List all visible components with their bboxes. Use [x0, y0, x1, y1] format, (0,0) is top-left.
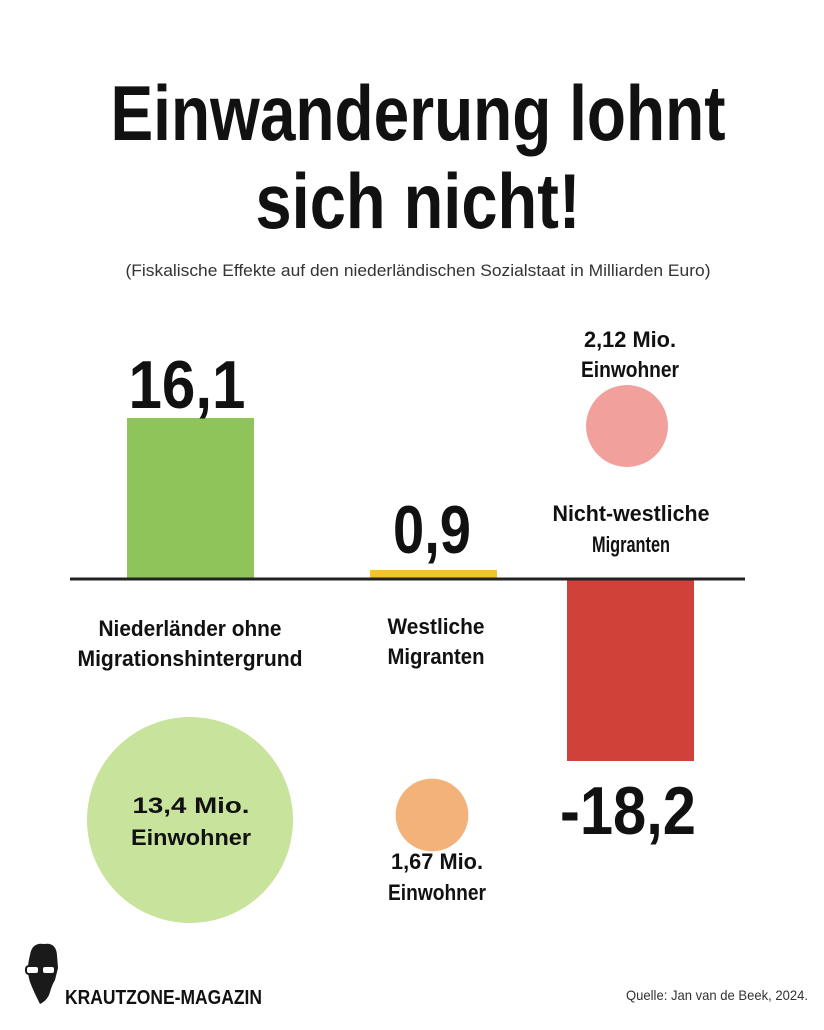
- population-label-2-line-1: 2,12 Mio.: [584, 327, 676, 352]
- population-circle-1: [395, 778, 469, 852]
- bar-2: [567, 579, 694, 761]
- bar-0: [127, 418, 254, 579]
- population-label-1-line-1: 1,67 Mio.: [391, 849, 483, 874]
- value-label-0: 16,1: [129, 347, 246, 423]
- category-label-0-line-1: Niederländer ohne: [99, 616, 282, 641]
- bar-1: [370, 570, 497, 579]
- population-label-1-line-2: Einwohner: [388, 880, 486, 905]
- population-circle-2: [586, 385, 668, 467]
- population-label-0-line-1: 13,4 Mio.: [133, 793, 250, 818]
- source-note: Quelle: Jan van de Beek, 2024.: [626, 987, 808, 1003]
- value-label-2: -18,2: [560, 773, 696, 849]
- category-label-2-line-2: Migranten: [592, 532, 670, 557]
- brand-name: KRAUTZONE-MAGAZIN: [65, 987, 262, 1009]
- population-circle-0: [87, 717, 293, 923]
- population-label-0-line-2: Einwohner: [131, 825, 251, 850]
- chart-subtitle: (Fiskalische Effekte auf den niederländi…: [126, 261, 711, 280]
- chart-title-line-2: sich nicht!: [256, 157, 581, 245]
- krautzone-logo-icon: [25, 943, 58, 1004]
- category-label-0-line-2: Migrationshintergrund: [78, 646, 303, 671]
- category-label-2-line-1: Nicht-westliche: [553, 501, 710, 526]
- chart-title-line-1: Einwanderung lohnt: [111, 69, 726, 157]
- population-label-2-line-2: Einwohner: [581, 357, 679, 382]
- category-label-1-line-2: Migranten: [388, 644, 485, 669]
- value-label-1: 0,9: [393, 492, 471, 568]
- category-label-1-line-1: Westliche: [388, 614, 485, 639]
